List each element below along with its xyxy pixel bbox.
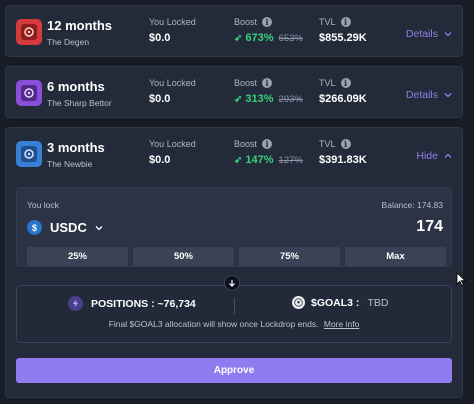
boost-label: Boost <box>234 139 258 149</box>
rocket-icon: ➶ <box>234 93 243 105</box>
locked-column: You Locked $0.0 <box>149 17 196 44</box>
vault-tier: The Newbie <box>47 159 93 169</box>
boost-column: Boost i ➶ 147% 127% <box>234 139 303 166</box>
vault-tier: The Degen <box>47 37 90 47</box>
you-lock-label: You lock <box>27 200 59 210</box>
boost-label: Boost <box>234 78 258 88</box>
locked-value: $0.0 <box>149 32 171 44</box>
details-label: Details <box>405 89 438 101</box>
arrow-down-icon <box>224 275 240 291</box>
chevron-down-icon <box>95 225 103 230</box>
info-icon[interactable]: i <box>262 17 273 27</box>
tvl-column: TVL i $855.29K <box>319 17 367 44</box>
vault-card-12-months: 12 months The Degen You Locked $0.0 Boos… <box>5 5 463 57</box>
details-label: Details <box>405 28 438 40</box>
boost-old-value: 653% <box>278 32 303 44</box>
percent-buttons: 25% 50% 75% Max <box>27 247 446 266</box>
tvl-label: TVL <box>319 139 336 149</box>
divider <box>234 298 235 314</box>
locked-label: You Locked <box>149 139 196 149</box>
approve-button[interactable]: Approve <box>16 358 452 383</box>
vault-card-3-months: 3 months The Newbie You Locked $0.0 Boos… <box>5 127 463 398</box>
info-icon[interactable]: i <box>262 78 273 88</box>
amount-input[interactable]: 174 <box>416 218 443 235</box>
info-icon[interactable]: i <box>340 17 351 27</box>
vault-header[interactable]: 6 months The Sharp Bettor You Locked $0.… <box>6 67 462 123</box>
goal3-value: TBD <box>367 296 389 309</box>
boost-old-value: 293% <box>278 93 303 105</box>
locked-value: $0.0 <box>149 154 171 166</box>
positions-info: POSITIONS : ~76,734 <box>68 296 196 311</box>
tvl-value: $391.83K <box>319 154 367 166</box>
mouse-cursor-icon <box>456 272 466 287</box>
hide-label: Hide <box>416 150 438 162</box>
bolt-icon <box>68 296 83 311</box>
vault-months: 6 months <box>47 79 105 94</box>
max-button[interactable]: Max <box>345 247 446 266</box>
positions-box: POSITIONS : ~76,734 $GOAL3 : TBD Final $… <box>16 285 452 343</box>
token-selector[interactable]: $ USDC <box>27 220 103 235</box>
vault-header[interactable]: 3 months The Newbie You Locked $0.0 Boos… <box>6 128 462 184</box>
locked-column: You Locked $0.0 <box>149 78 196 105</box>
allocation-note-text: Final $GOAL3 allocation will show once L… <box>108 319 319 329</box>
locked-label: You Locked <box>149 78 196 88</box>
more-info-link[interactable]: More info <box>323 319 360 329</box>
tvl-column: TVL i $266.09K <box>319 78 367 105</box>
chevron-up-icon <box>444 153 452 158</box>
vault-icon <box>16 80 42 106</box>
vault-months: 3 months <box>47 140 105 155</box>
soccer-ball-icon <box>292 296 305 309</box>
token-name: USDC <box>50 220 87 235</box>
vault-card-6-months: 6 months The Sharp Bettor You Locked $0.… <box>5 66 463 118</box>
boost-column: Boost i ➶ 673% 653% <box>234 17 303 44</box>
vault-term: 6 months The Sharp Bettor <box>47 79 112 108</box>
boost-value: 147% <box>245 154 274 166</box>
goal3-label: $GOAL3 : <box>311 296 360 309</box>
percent-75-button[interactable]: 75% <box>239 247 340 266</box>
boost-label: Boost <box>234 17 258 27</box>
boost-column: Boost i ➶ 313% 293% <box>234 78 303 105</box>
info-icon[interactable]: i <box>340 78 351 88</box>
info-icon[interactable]: i <box>262 139 273 149</box>
percent-50-button[interactable]: 50% <box>133 247 234 266</box>
locked-label: You Locked <box>149 17 196 27</box>
locked-value: $0.0 <box>149 93 171 105</box>
vault-months: 12 months <box>47 18 113 33</box>
details-toggle[interactable]: Details <box>406 89 452 101</box>
chevron-down-icon <box>444 93 452 98</box>
rocket-icon: ➶ <box>234 154 243 166</box>
tvl-label: TVL <box>319 17 336 27</box>
goal3-info: $GOAL3 : TBD <box>292 296 388 309</box>
percent-25-button[interactable]: 25% <box>27 247 128 266</box>
vault-term: 3 months The Newbie <box>47 140 105 169</box>
details-toggle[interactable]: Details <box>406 28 452 40</box>
boost-old-value: 127% <box>278 154 303 166</box>
locked-column: You Locked $0.0 <box>149 139 196 166</box>
info-icon[interactable]: i <box>340 139 351 149</box>
vault-icon <box>16 141 42 167</box>
allocation-note: Final $GOAL3 allocation will show once L… <box>17 319 451 329</box>
rocket-icon: ➶ <box>234 32 243 44</box>
hide-toggle[interactable]: Hide <box>416 150 452 162</box>
vault-icon <box>16 19 42 45</box>
vault-header[interactable]: 12 months The Degen You Locked $0.0 Boos… <box>6 6 462 62</box>
positions-text: POSITIONS : ~76,734 <box>91 297 196 310</box>
tvl-label: TVL <box>319 78 336 88</box>
usdc-icon: $ <box>27 220 42 235</box>
vault-tier: The Sharp Bettor <box>47 98 112 108</box>
vault-term: 12 months The Degen <box>47 18 112 47</box>
tvl-value: $266.09K <box>319 93 367 105</box>
tvl-value: $855.29K <box>319 32 367 44</box>
chevron-down-icon <box>444 32 452 37</box>
lock-input-box: You lock Balance: 174.83 $ USDC 174 25% … <box>16 187 452 267</box>
boost-value: 673% <box>245 32 274 44</box>
tvl-column: TVL i $391.83K <box>319 139 367 166</box>
balance-text: Balance: 174.83 <box>381 200 443 210</box>
boost-value: 313% <box>245 93 274 105</box>
